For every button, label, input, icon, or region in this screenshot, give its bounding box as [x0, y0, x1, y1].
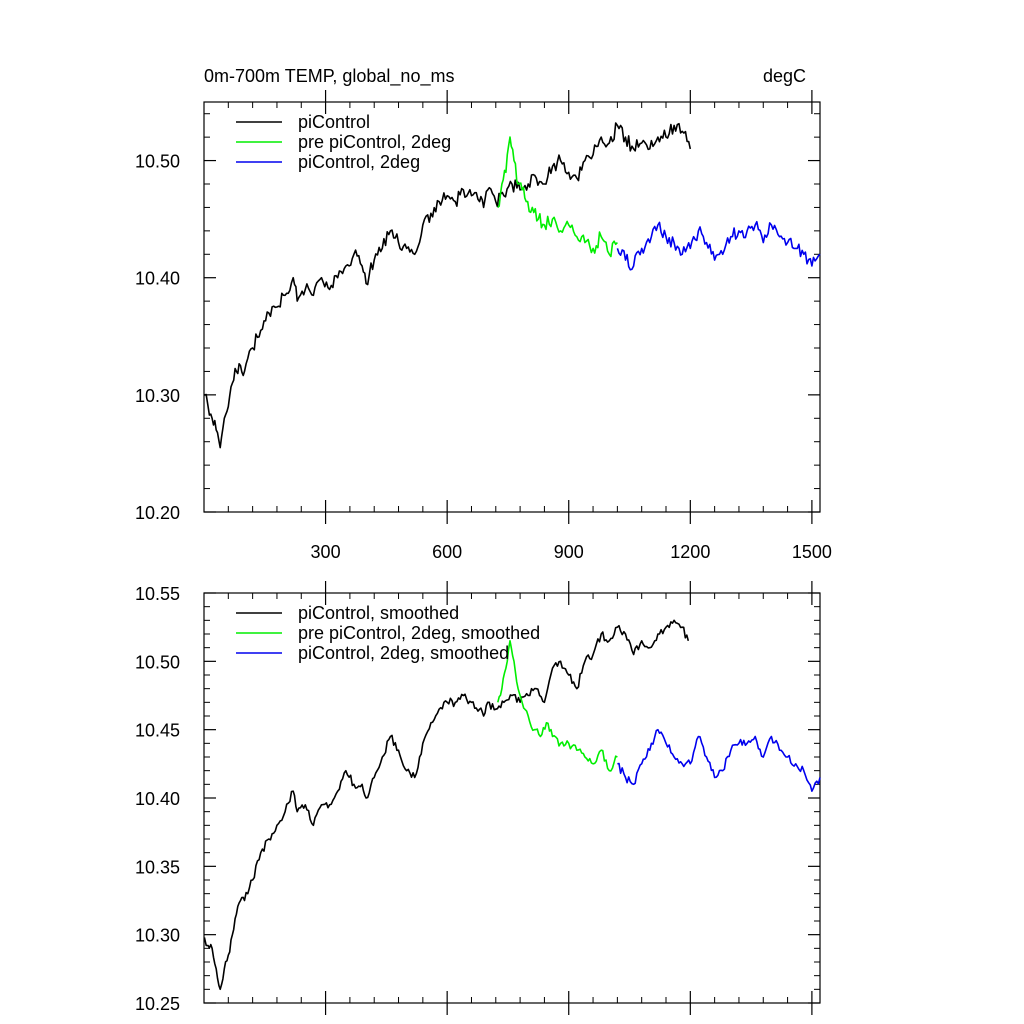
- series-line-0: [204, 122, 692, 449]
- y-tick-labels: 10.25 10.30 10.35 10.40 10.45 10.50 10.55: [135, 584, 180, 1014]
- series-line-2: [616, 220, 821, 271]
- legend-label: piControl: [298, 112, 370, 132]
- x-tick-label: 300: [311, 542, 341, 562]
- y-tick-label: 10.40: [135, 269, 180, 289]
- y-tick-label: 10.30: [135, 386, 180, 406]
- y-tick-label: 10.30: [135, 926, 180, 946]
- chart-title: 0m-700m TEMP, global_no_ms: [204, 66, 454, 87]
- series-line-1: [497, 136, 618, 258]
- series-lines: [203, 619, 821, 991]
- plot-frame: [203, 101, 821, 513]
- y-tick-label: 10.45: [135, 721, 180, 741]
- legend-label: piControl, smoothed: [298, 603, 459, 623]
- top-panel: 0m-700m TEMP, global_no_ms degC 10.2010.…: [135, 66, 832, 562]
- y-tick-label: 10.55: [135, 584, 180, 604]
- series-lines: [204, 122, 821, 449]
- y-tick-label: 10.20: [135, 503, 180, 523]
- y-tick-label: 10.25: [135, 994, 180, 1014]
- x-tick-label: 1200: [670, 542, 710, 562]
- x-tick-labels: 300 600 900 1200 1500: [311, 542, 832, 562]
- units-label: degC: [763, 66, 806, 86]
- tick-marks: [203, 90, 820, 524]
- x-tick-label: 1500: [792, 542, 832, 562]
- y-tick-label: 10.40: [135, 789, 180, 809]
- series-line-2: [617, 728, 821, 792]
- y-tick-label: 10.50: [135, 152, 180, 172]
- x-tick-label: 900: [554, 542, 584, 562]
- tick-marks: [203, 581, 820, 1015]
- legend-label: piControl, 2deg, smoothed: [298, 643, 509, 663]
- series-line-1: [497, 640, 618, 772]
- x-tick-label: 600: [432, 542, 462, 562]
- bottom-panel: 10.25 10.30 10.35 10.40 10.45 10.50 10.55 piCo…: [135, 581, 821, 1015]
- legend-label: piControl, 2deg: [298, 152, 420, 172]
- series-line-0: [203, 619, 690, 991]
- y-tick-label: 10.50: [135, 652, 180, 672]
- y-tick-labels: 10.20 10.30 10.40 10.50: [135, 152, 180, 523]
- y-tick-label: 10.35: [135, 857, 180, 877]
- legend-label: pre piControl, 2deg: [298, 132, 451, 152]
- legend-label: pre piControl, 2deg, smoothed: [298, 623, 540, 643]
